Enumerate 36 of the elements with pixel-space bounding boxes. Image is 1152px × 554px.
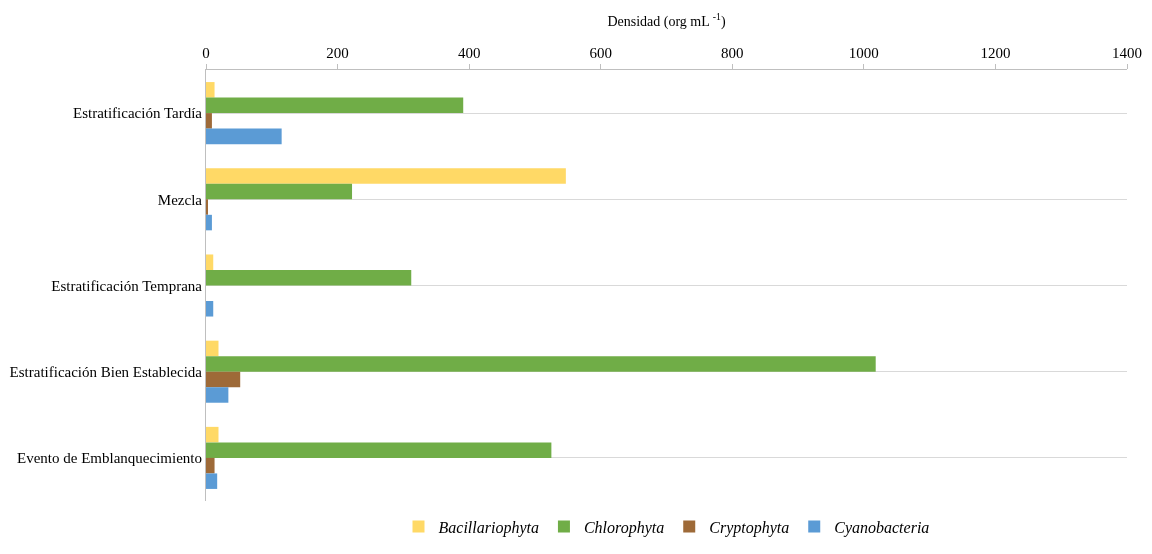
bar [206,254,214,270]
bar [206,356,876,372]
bar [206,387,229,403]
bar [206,128,282,145]
y-tick-label: Mezcla [157,191,203,208]
y-tick-label: Estratificación Bien Establecida [9,363,203,380]
bar [206,82,215,98]
x-tick-label: 1400 [1112,45,1142,61]
legend-label: Cyanobacteria [834,518,930,537]
bar [206,442,552,458]
bar [206,371,241,388]
y-tick-label: Estratificación Tardía [72,105,203,122]
bar [206,168,566,184]
bar [206,183,353,200]
bar [206,473,218,489]
bar [206,214,212,231]
legend-label: Cryptophyta [709,518,790,537]
x-tick-label: 0 [202,45,210,61]
bar [206,97,464,114]
x-tick-label: 600 [589,45,612,61]
bar [206,269,412,286]
bar [206,340,219,357]
bar [206,113,212,129]
y-tick-label: Evento de Emblanquecimiento [17,450,202,467]
x-tick-label: 400 [457,45,481,61]
bar [206,301,214,317]
x-tick-label: 1200 [980,45,1011,61]
bar [206,426,219,443]
legend-label: Chlorophyta [583,518,665,537]
legend-label: Bacillariophyta [438,518,539,537]
bar [206,457,215,474]
x-tick-label: 200 [326,45,349,61]
x-tick-label: 800 [721,45,744,61]
x-tick-label: 1000 [848,45,879,61]
y-tick-label: Estratificación Temprana [51,277,203,294]
x-axis-title: Densidad (org mL $^{-1}$) [607,10,726,30]
